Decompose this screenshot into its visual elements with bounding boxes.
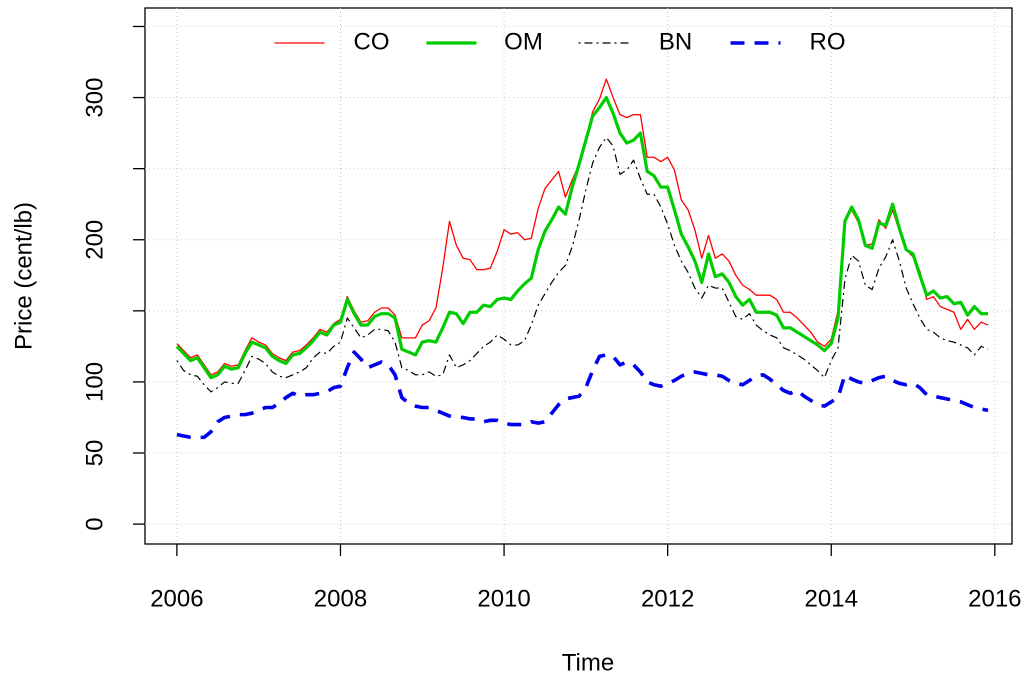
series-line	[175, 95, 989, 380]
x-tick-label: 2014	[805, 585, 858, 612]
series-line	[176, 136, 989, 393]
x-axis-label: Time	[562, 649, 614, 676]
y-tick-label: 300	[81, 78, 108, 118]
x-tick-label: 2006	[150, 585, 203, 612]
legend-label: BN	[659, 28, 692, 55]
plot-frame	[144, 7, 1013, 545]
legend-label: OM	[504, 28, 543, 55]
series-line	[176, 78, 989, 376]
x-tick-label: 2008	[314, 585, 367, 612]
x-tick-label: 2016	[968, 585, 1021, 612]
legend-label: RO	[810, 28, 846, 55]
y-axis-label: Price (cent/lb)	[10, 202, 37, 350]
y-tick-label: 50	[81, 440, 108, 467]
x-tick-label: 2012	[641, 585, 694, 612]
y-tick-label: 200	[81, 220, 108, 260]
x-tick-label: 2010	[477, 585, 530, 612]
legend-label: CO	[354, 28, 390, 55]
series-line	[176, 350, 989, 440]
y-tick-label: 0	[81, 517, 108, 530]
y-tick-label: 100	[81, 362, 108, 402]
